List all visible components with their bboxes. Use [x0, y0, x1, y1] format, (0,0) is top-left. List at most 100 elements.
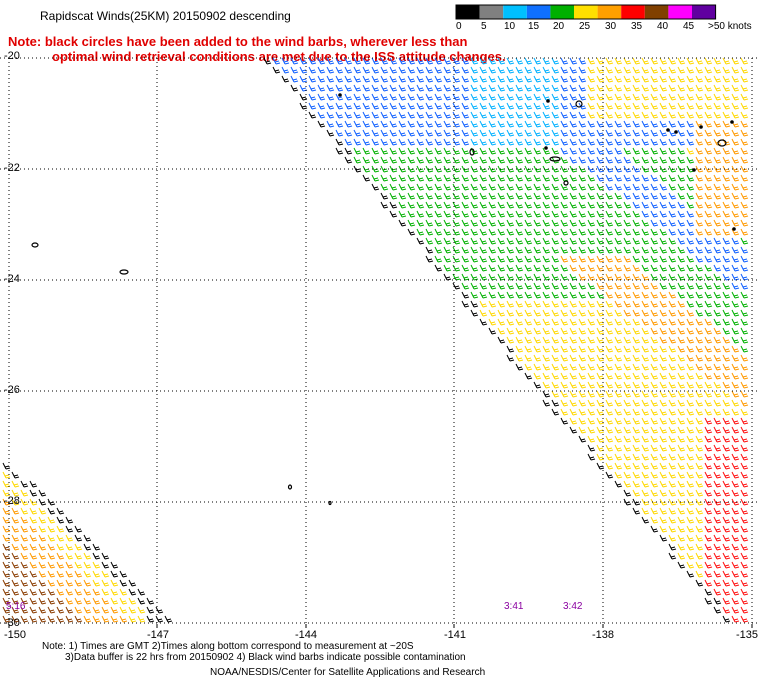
wind-barb [632, 354, 641, 362]
wind-barb [668, 174, 677, 182]
wind-barb [686, 237, 695, 245]
wind-barb [695, 390, 704, 398]
wind-barb [722, 156, 731, 164]
wind-barb [605, 273, 614, 281]
wind-barb [425, 255, 434, 263]
wind-barb [722, 471, 731, 479]
wind-barb [668, 84, 677, 92]
wind-barb [695, 354, 704, 362]
wind-barb [317, 102, 326, 110]
wind-barb [686, 552, 695, 560]
wind-barb [434, 219, 443, 227]
wind-barb [569, 426, 578, 434]
wind-barb [29, 606, 38, 614]
wind-barb [605, 300, 614, 308]
wind-barb [731, 318, 740, 326]
wind-barb [578, 192, 587, 200]
wind-barb [578, 327, 587, 335]
wind-barb [308, 75, 317, 83]
wind-barb [713, 318, 722, 326]
wind-barb [632, 219, 641, 227]
wind-barb [650, 345, 659, 353]
wind-barb [434, 147, 443, 155]
wind-barb [344, 138, 353, 146]
wind-barb [641, 498, 650, 506]
wind-barb [263, 57, 272, 65]
wind-barb [533, 354, 542, 362]
wind-barb [281, 66, 290, 74]
wind-barb [605, 183, 614, 191]
wind-barb [596, 246, 605, 254]
wind-barb [515, 84, 524, 92]
wind-barb [623, 255, 632, 263]
wind-barb [470, 273, 479, 281]
wind-barb [479, 147, 488, 155]
wind-barb [722, 318, 731, 326]
wind-barb [578, 201, 587, 209]
lat-label-26: -26 [4, 384, 20, 396]
wind-barb [686, 390, 695, 398]
wind-barb [668, 417, 677, 425]
wind-barb [722, 462, 731, 470]
wind-barb [614, 111, 623, 119]
wind-barb [713, 480, 722, 488]
wind-barb [704, 138, 713, 146]
wind-barb [731, 408, 740, 416]
wind-barb [695, 129, 704, 137]
wind-barb [506, 273, 515, 281]
wind-barb [542, 93, 551, 101]
wind-barb [506, 345, 515, 353]
wind-barb [632, 471, 641, 479]
wind-barb [137, 597, 146, 605]
wind-barb [20, 525, 29, 533]
wind-barb [740, 66, 749, 74]
wind-barb [20, 480, 29, 488]
wind-barb [677, 66, 686, 74]
lon-label-147: -147 [147, 629, 170, 641]
wind-barb [506, 219, 515, 227]
wind-barb [704, 273, 713, 281]
wind-barb [731, 498, 740, 506]
wind-barb [587, 129, 596, 137]
wind-barb [713, 606, 722, 614]
wind-barb [587, 165, 596, 173]
wind-barb [623, 489, 632, 497]
wind-barb [344, 120, 353, 128]
wind-barb [740, 453, 749, 461]
wind-barb [83, 543, 92, 551]
wind-barb [101, 588, 110, 596]
wind-barb [740, 543, 749, 551]
wind-barb [560, 408, 569, 416]
wind-barb [416, 183, 425, 191]
wind-barb [614, 318, 623, 326]
wind-barb [740, 606, 749, 614]
wind-barb [641, 345, 650, 353]
wind-barb [56, 606, 65, 614]
wind-barb [731, 597, 740, 605]
wind-barb [551, 381, 560, 389]
wind-barb [56, 588, 65, 596]
wind-barb [569, 318, 578, 326]
wind-barb [380, 174, 389, 182]
wind-barb [515, 237, 524, 245]
wind-barb [686, 102, 695, 110]
wind-barb [596, 435, 605, 443]
wind-barb [470, 219, 479, 227]
wind-barb [650, 507, 659, 515]
wind-barb [632, 255, 641, 263]
wind-barb [389, 57, 398, 65]
wind-barb [668, 408, 677, 416]
wind-barb [389, 192, 398, 200]
wind-barb [488, 156, 497, 164]
wind-barb [326, 57, 335, 65]
wind-barb [659, 183, 668, 191]
wind-barb [389, 147, 398, 155]
wind-barb [551, 183, 560, 191]
wind-barb [398, 120, 407, 128]
wind-barb [569, 417, 578, 425]
wind-barb [416, 174, 425, 182]
wind-barb [524, 183, 533, 191]
wind-barb [623, 480, 632, 488]
wind-barb [515, 228, 524, 236]
wind-barb [488, 210, 497, 218]
